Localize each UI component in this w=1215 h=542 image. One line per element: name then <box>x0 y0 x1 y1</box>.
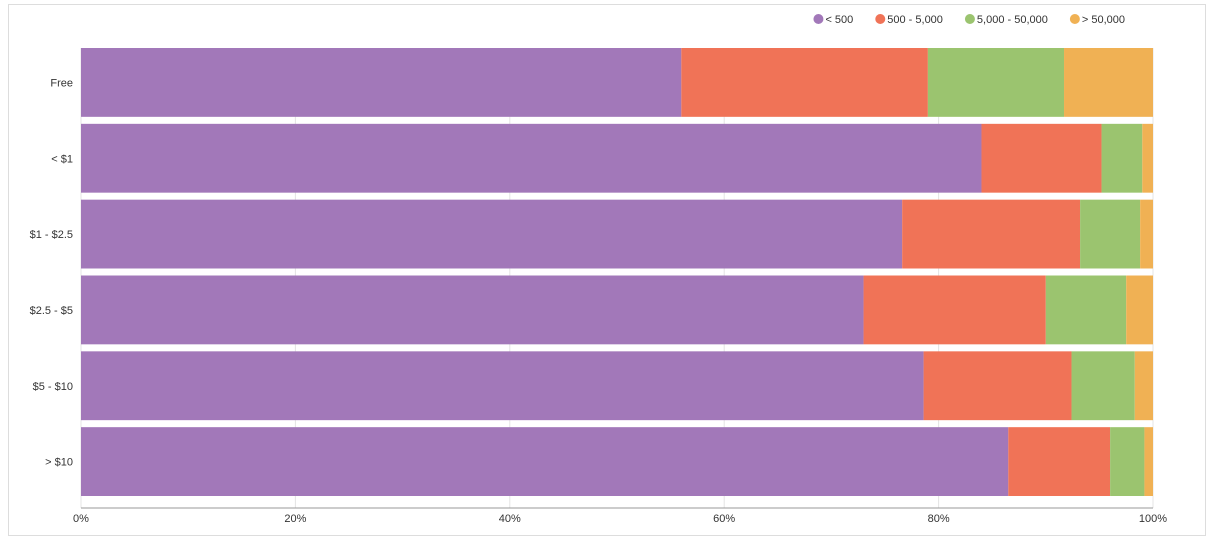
category-label-4: $5 - $10 <box>33 381 73 393</box>
legend-label-1: 500 - 5,000 <box>887 14 943 26</box>
bar-segment-4-0 <box>81 351 924 421</box>
bar-segment-2-0 <box>81 199 903 269</box>
bars-group <box>81 48 1153 496</box>
bar-segment-0-0 <box>81 48 682 117</box>
bar-segment-0-1 <box>681 48 928 117</box>
bar-segment-2-1 <box>902 199 1081 269</box>
bar-segment-4-2 <box>1071 351 1135 421</box>
bar-segment-3-3 <box>1126 275 1153 345</box>
x-tick-label-3: 60% <box>713 513 735 525</box>
legend-label-2: 5,000 - 50,000 <box>977 14 1048 26</box>
bar-segment-5-1 <box>1008 427 1111 496</box>
category-label-3: $2.5 - $5 <box>30 305 73 317</box>
category-labels: Free < $1 $1 - $2.5 $2.5 - $5 $5 - $10 > $10 <box>30 77 73 468</box>
legend: < 500 500 - 5,000 5,000 - 50,000 > 50,000 <box>813 14 1125 26</box>
x-tick-label-4: 80% <box>928 513 950 525</box>
bar-segment-1-3 <box>1142 123 1153 193</box>
bar-segment-1-1 <box>981 123 1102 193</box>
bar-segment-5-0 <box>81 427 1009 496</box>
bar-segment-4-1 <box>923 351 1072 421</box>
bar-segment-4-3 <box>1134 351 1153 421</box>
x-tick-label-0: 0% <box>73 513 89 525</box>
legend-swatch-3 <box>1069 14 1080 24</box>
x-tick-label-2: 40% <box>499 513 521 525</box>
category-label-0: Free <box>50 77 73 89</box>
bar-segment-5-3 <box>1144 427 1153 496</box>
bar-segment-1-0 <box>81 123 982 193</box>
legend-swatch-1 <box>875 14 886 24</box>
legend-swatch-2 <box>964 14 975 24</box>
bar-segment-0-2 <box>927 48 1065 117</box>
bar-segment-1-2 <box>1101 123 1143 193</box>
legend-label-0: < 500 <box>825 14 853 26</box>
bar-segment-3-1 <box>863 275 1046 345</box>
legend-label-3: > 50,000 <box>1082 14 1125 26</box>
bar-segment-2-2 <box>1080 199 1141 269</box>
category-label-1: < $1 <box>51 153 73 165</box>
x-tick-label-5: 100% <box>1139 513 1167 525</box>
legend-swatch-0 <box>813 14 824 24</box>
x-tick-labels: 0% 20% 40% 60% 80% 100% <box>73 513 1167 525</box>
bar-segment-3-0 <box>81 275 864 345</box>
bar-segment-0-3 <box>1064 48 1153 117</box>
bar-segment-5-2 <box>1110 427 1145 496</box>
bar-segment-2-3 <box>1140 199 1153 269</box>
bar-segment-3-2 <box>1045 275 1127 345</box>
category-label-2: $1 - $2.5 <box>30 229 73 241</box>
category-label-5: > $10 <box>45 457 73 469</box>
x-tick-label-1: 20% <box>284 513 306 525</box>
